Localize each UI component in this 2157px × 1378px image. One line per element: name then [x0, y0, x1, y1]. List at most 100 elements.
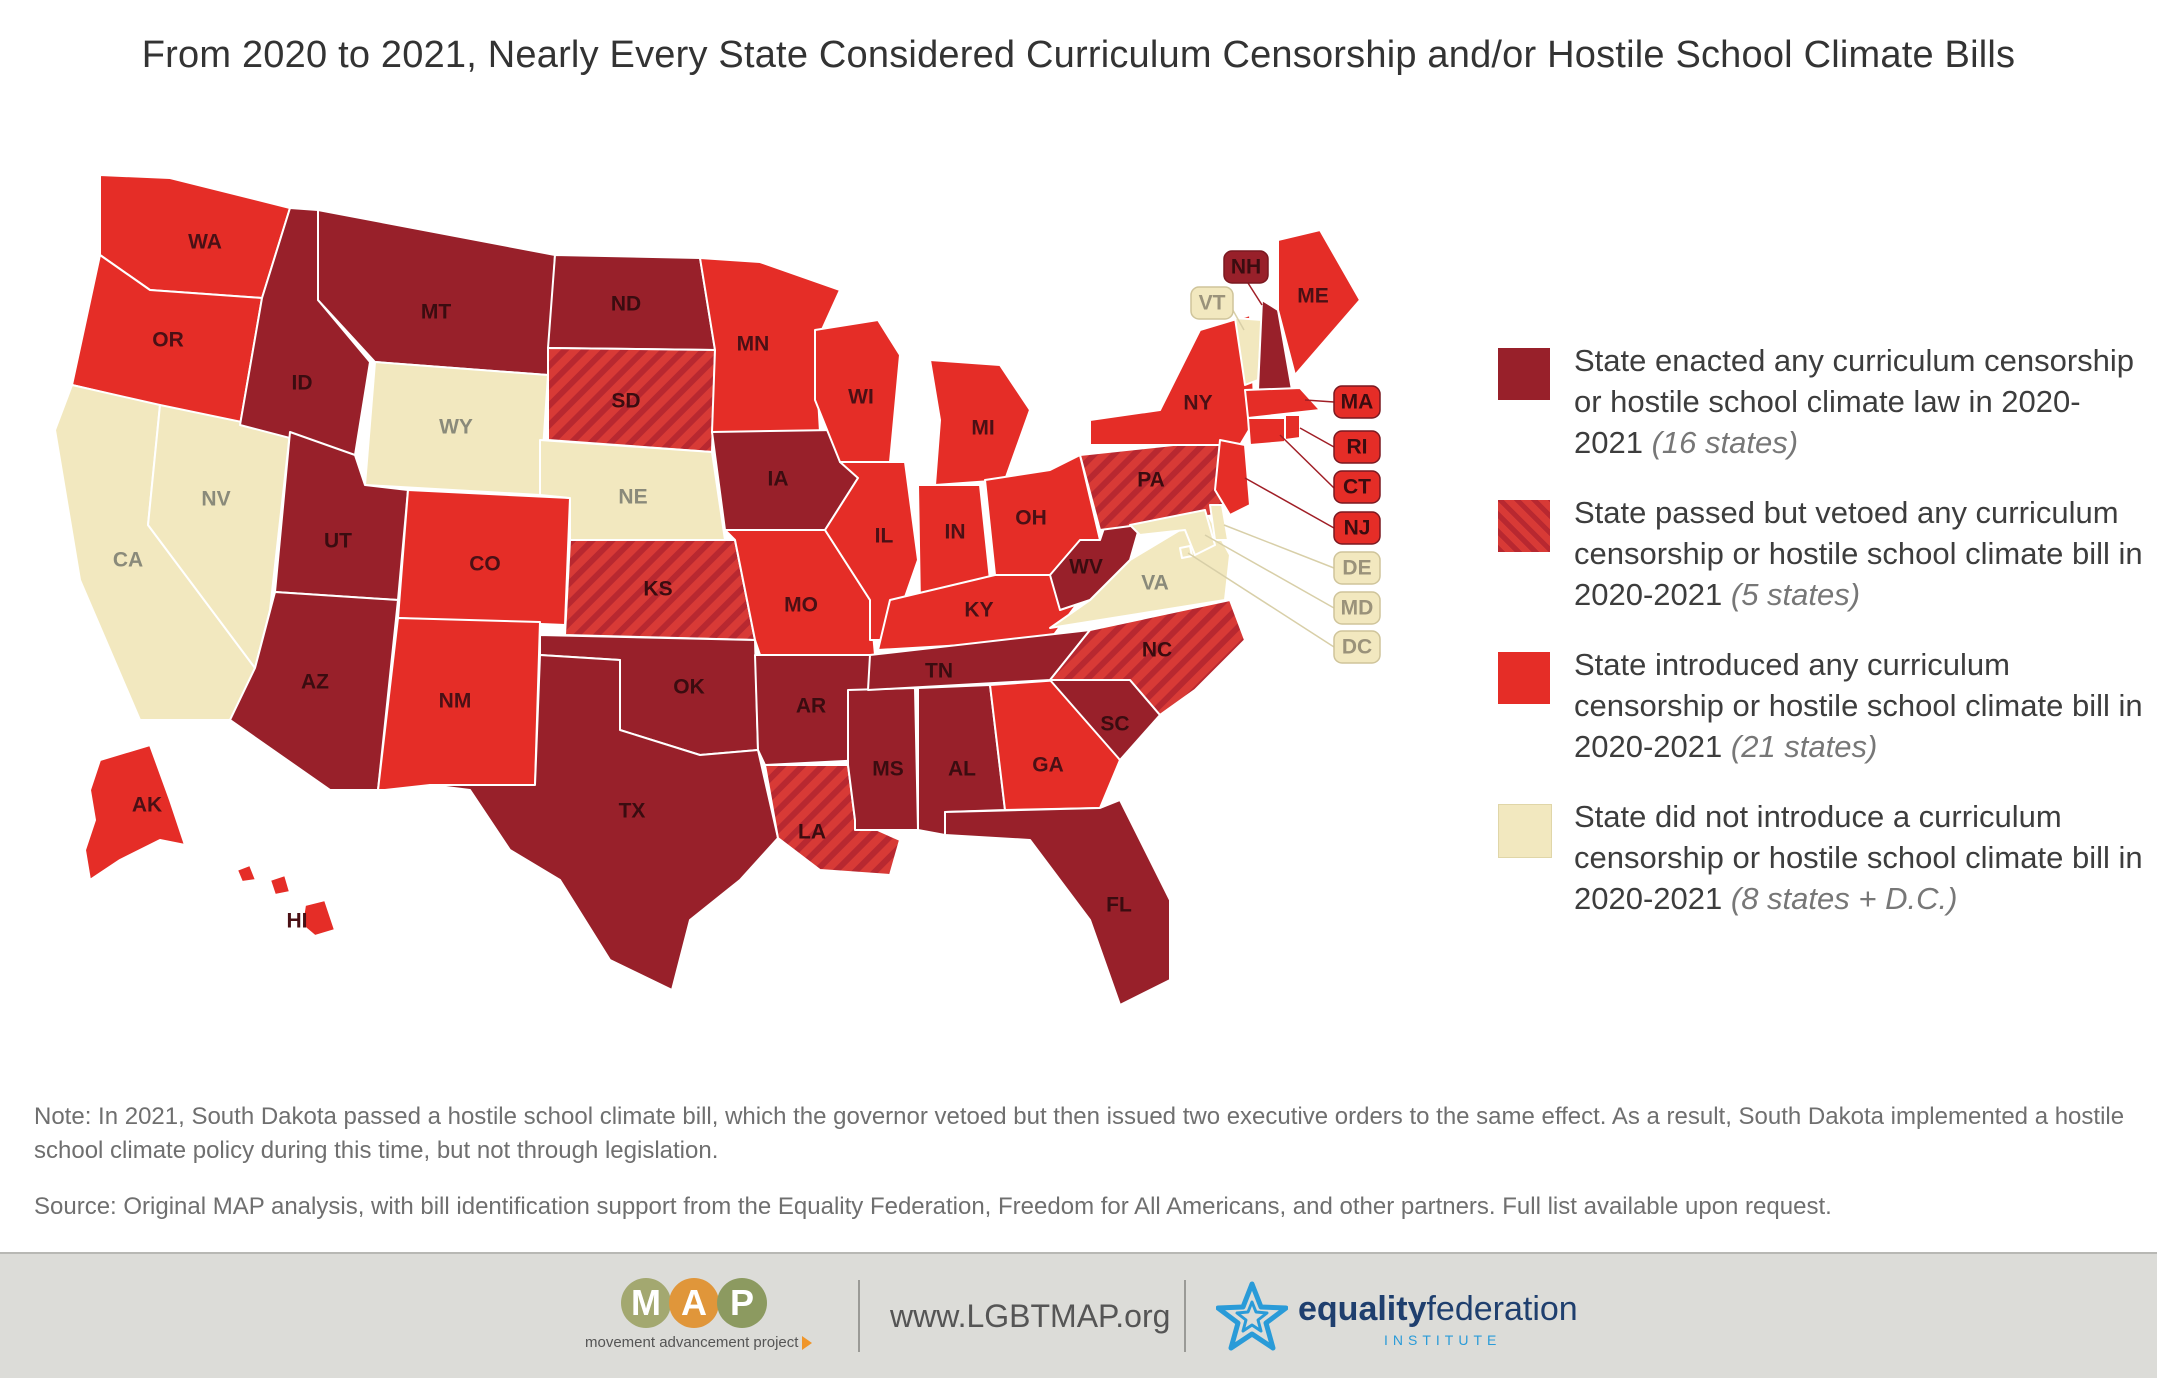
badge-RI — [1333, 430, 1381, 464]
badge-label-NH: NH — [1231, 256, 1261, 279]
legend-item-vetoed: State passed but vetoed any curriculum c… — [1498, 492, 2143, 644]
legend-item-none: State did not introduce a curriculum cen… — [1498, 796, 2143, 948]
badge-label-MA: MA — [1341, 391, 1374, 414]
badge-DC — [1333, 630, 1381, 664]
star-icon — [1216, 1281, 1288, 1351]
legend-label-vetoed: State passed but vetoed any curriculum c… — [1574, 495, 2143, 612]
state-HI[interactable] — [236, 864, 336, 937]
state-CT[interactable] — [1247, 417, 1286, 446]
label-PA: PA — [1137, 469, 1165, 492]
state-ME[interactable] — [1277, 229, 1361, 376]
label-SD: SD — [611, 390, 640, 413]
state-NJ[interactable] — [1214, 439, 1251, 516]
state-AR[interactable] — [754, 654, 876, 766]
label-MS: MS — [872, 758, 904, 781]
state-RI[interactable] — [1284, 414, 1301, 441]
map-logo[interactable]: M A P movement advancement project — [585, 1278, 835, 1358]
state-GA[interactable] — [989, 679, 1121, 811]
map-tagline: movement advancement project — [585, 1334, 813, 1351]
badge-NJ — [1333, 511, 1381, 545]
legend-swatch-introduced — [1498, 652, 1550, 704]
legend-count-vetoed: (5 states) — [1730, 577, 1861, 612]
badge-label-VT: VT — [1199, 292, 1226, 315]
label-IN: IN — [945, 521, 966, 544]
state-MA[interactable] — [1244, 387, 1321, 419]
label-TN: TN — [925, 660, 953, 683]
legend-item-introduced: State introduced any curriculum censorsh… — [1498, 644, 2143, 796]
legend-item-enacted: State enacted any curriculum censorship … — [1498, 340, 2138, 492]
play-arrow-icon — [802, 1336, 813, 1351]
label-CA: CA — [113, 549, 143, 572]
legend-label-enacted: State enacted any curriculum censorship … — [1574, 343, 2135, 460]
label-ID: ID — [292, 372, 313, 395]
label-NV: NV — [201, 488, 230, 511]
badge-CT — [1333, 470, 1381, 504]
label-GA: GA — [1032, 754, 1064, 777]
label-OH: OH — [1015, 507, 1047, 530]
label-NC: NC — [1142, 639, 1172, 662]
badge-VT — [1190, 286, 1234, 320]
label-MT: MT — [421, 301, 451, 324]
equality-federation-subtitle: INSTITUTE — [1384, 1332, 1502, 1348]
badge-MD — [1333, 591, 1381, 625]
equality-federation-logo[interactable]: equalityfederation INSTITUTE — [1216, 1280, 1578, 1360]
state-NY[interactable] — [1089, 314, 1256, 446]
badge-label-DC: DC — [1342, 636, 1372, 659]
badge-label-NJ: NJ — [1344, 517, 1371, 540]
footer-divider-left — [858, 1280, 860, 1352]
label-WA: WA — [188, 231, 222, 254]
label-IA: IA — [768, 468, 789, 491]
label-AR: AR — [796, 695, 826, 718]
state-FL[interactable] — [944, 799, 1171, 1006]
state-AK[interactable] — [84, 744, 186, 881]
footer-url-link[interactable]: www.LGBTMAP.org — [890, 1298, 1171, 1334]
label-HI: HI — [287, 910, 308, 933]
state-DE[interactable] — [1209, 504, 1229, 541]
label-MO: MO — [784, 594, 818, 617]
label-OK: OK — [673, 676, 705, 699]
label-IL: IL — [875, 525, 894, 548]
label-WY: WY — [439, 416, 473, 439]
map-logo-a: A — [669, 1278, 719, 1328]
footer: M A P movement advancement project www.L… — [0, 1252, 2157, 1378]
label-TX: TX — [619, 800, 646, 823]
label-AZ: AZ — [301, 671, 329, 694]
note-text: Note: In 2021, South Dakota passed a hos… — [34, 1103, 2125, 1164]
label-WI: WI — [848, 386, 874, 409]
us-map: WA OR CA NV ID MT WY UT AZ CO NM ND SD N… — [54, 174, 1381, 1006]
legend-label-none: State did not introduce a curriculum cen… — [1574, 799, 2143, 916]
equality-federation-name: equalityfederation — [1298, 1290, 1578, 1328]
label-VA: VA — [1141, 572, 1169, 595]
label-MN: MN — [737, 333, 770, 356]
badge-DE — [1333, 551, 1381, 585]
map-logo-p: P — [717, 1278, 767, 1328]
label-UT: UT — [324, 530, 352, 553]
label-FL: FL — [1106, 894, 1132, 917]
label-CO: CO — [469, 553, 501, 576]
state-DC[interactable] — [1179, 545, 1193, 559]
map-title: From 2020 to 2021, Nearly Every State Co… — [141, 34, 2016, 76]
badge-MA — [1333, 385, 1381, 419]
map-legend: State enacted any curriculum censorship … — [1498, 340, 2143, 948]
label-MI: MI — [971, 417, 994, 440]
legend-swatch-none — [1498, 804, 1552, 858]
state-IL[interactable] — [824, 461, 919, 641]
label-WV: WV — [1069, 556, 1103, 579]
legend-swatch-enacted — [1498, 348, 1550, 400]
label-AL: AL — [948, 758, 976, 781]
badge-label-DE: DE — [1342, 557, 1371, 580]
state-NC[interactable] — [1049, 599, 1246, 716]
legend-label-introduced: State introduced any curriculum censorsh… — [1574, 647, 2143, 764]
notes-section: Note: In 2021, South Dakota passed a hos… — [34, 1100, 2134, 1224]
label-KS: KS — [643, 578, 672, 601]
label-OR: OR — [152, 329, 184, 352]
label-KY: KY — [964, 599, 993, 622]
state-AZ[interactable] — [229, 591, 399, 791]
badge-label-RI: RI — [1347, 436, 1368, 459]
label-LA: LA — [798, 821, 826, 844]
state-TX[interactable] — [429, 654, 779, 991]
label-ME: ME — [1297, 285, 1329, 308]
state-MD[interactable] — [1129, 509, 1216, 556]
legend-swatch-vetoed — [1498, 500, 1550, 552]
badge-NH — [1223, 250, 1269, 284]
